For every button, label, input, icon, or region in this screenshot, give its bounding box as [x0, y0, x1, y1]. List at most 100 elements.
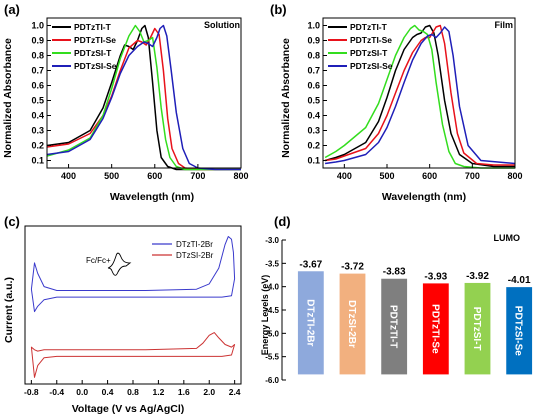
y-tick-label-b-3: 0.4: [307, 111, 320, 121]
bar-value-label-3: -3.93: [424, 271, 447, 282]
y-tick-label-d-2: -4.0: [265, 283, 279, 292]
panel-d-energy-levels: (d) LUMO Energy Levels (eV) -3.0 -3.5 -4.0…: [260, 214, 533, 385]
bar-category-label-0: DTzTI-2Br: [304, 299, 315, 346]
x-tick-label-a-2: 600: [147, 171, 162, 181]
y-tick-label-b-8: 0.9: [307, 36, 320, 46]
y-tick-label-d-5: -5.5: [265, 353, 279, 362]
bar-value-label-2: -3.83: [383, 267, 406, 278]
annotation-solution: Solution: [204, 20, 240, 30]
bar-0: [297, 271, 324, 375]
y-tick-label-d-4: -5.0: [265, 329, 279, 338]
bar-value-label-1: -3.72: [341, 262, 364, 273]
panel-label-d: (d): [274, 214, 291, 229]
y-tick-label-d-6: -6.0: [265, 376, 279, 385]
y-axis-label-a: Normalized Absorbance: [2, 38, 14, 158]
legend-label-b-2: PDTzSI-T: [350, 48, 388, 58]
x-tick-label-c-5: 1.2: [152, 387, 164, 397]
y-tick-label-a-0: 0.1: [31, 156, 44, 166]
x-tick-label-a-4: 800: [233, 171, 248, 181]
x-axis-label-c: Voltage (V vs Ag/AgCl): [72, 403, 185, 415]
y-axis-label-c: Current (a.u.): [3, 277, 15, 343]
legend-label-c-0: DTzTI-2Br: [176, 240, 213, 249]
y-tick-label-b-7: 0.8: [307, 51, 320, 61]
legend-label-a-0: PDTzTI-T: [74, 22, 112, 32]
bar-category-label-3: PDTzTI-Se: [429, 304, 440, 354]
x-tick-label-c-8: 2.4: [229, 387, 241, 397]
bar-category-label-5: PDTzSI-Se: [513, 306, 524, 356]
y-tick-label-a-6: 0.7: [31, 66, 44, 76]
x-tick-label-b-0: 400: [337, 171, 352, 181]
cv-curve-0: [30, 236, 236, 313]
panel-label-a: (a): [4, 2, 20, 17]
legend-label-a-1: PDTzTI-Se: [74, 35, 116, 45]
inset-fc-curve: [107, 252, 132, 276]
x-tick-label-b-1: 500: [379, 171, 394, 181]
plot-frame-b: [322, 17, 516, 169]
annotation-lumo: LUMO: [494, 233, 521, 243]
y-tick-label-a-1: 0.2: [31, 141, 44, 151]
x-axis-label-a: Wavelength (nm): [110, 191, 194, 203]
x-tick-label-b-3: 700: [465, 171, 480, 181]
bar-category-label-2: PDTzTI-T: [388, 305, 399, 348]
y-tick-label-d-3: -4.5: [265, 306, 279, 315]
y-tick-label-b-0: 0.1: [307, 156, 320, 166]
bar-3: [422, 283, 449, 375]
y-tick-label-b-9: 1.0: [307, 21, 320, 31]
y-tick-label-d-1: -3.5: [265, 259, 279, 268]
panel-label-c: (c): [4, 214, 20, 229]
bar-value-label-4: -3.92: [466, 271, 489, 282]
series-line-b-2: [324, 24, 515, 169]
legend-label-b-0: PDTzTI-T: [350, 22, 388, 32]
bar-value-label-5: -4.01: [508, 275, 531, 286]
plot-frame-a: [46, 17, 242, 169]
panel-a-absorption-solution: (a) Solution Wavelength (nm) Normalized …: [2, 2, 249, 203]
y-tick-label-b-2: 0.3: [307, 126, 320, 136]
x-tick-label-b-2: 600: [422, 171, 437, 181]
x-tick-label-b-4: 800: [507, 171, 522, 181]
panel-label-b: (b): [270, 2, 287, 17]
x-tick-label-c-2: 0.0: [76, 387, 88, 397]
x-tick-label-c-7: 2.0: [203, 387, 215, 397]
inset-label-fc: Fc/Fc+: [86, 256, 111, 265]
y-axis-label-b: Normalized Absorbance: [280, 38, 292, 158]
panel-c-cyclic-voltammetry: (c) Voltage (V vs Ag/AgCl) Current (a.u.…: [3, 214, 242, 415]
series-line-b-0: [324, 24, 515, 168]
x-tick-label-a-1: 500: [104, 171, 119, 181]
y-tick-label-b-4: 0.5: [307, 96, 320, 106]
y-tick-label-b-6: 0.7: [307, 66, 320, 76]
bar-5: [506, 287, 533, 375]
legend-label-a-2: PDTzSI-T: [74, 48, 112, 58]
y-tick-label-a-3: 0.4: [31, 111, 44, 121]
x-tick-label-c-1: -0.4: [49, 387, 64, 397]
y-tick-label-a-4: 0.5: [31, 96, 44, 106]
series-line-b-3: [324, 26, 516, 165]
x-tick-label-a-0: 400: [61, 171, 76, 181]
y-tick-label-b-5: 0.6: [307, 81, 320, 91]
series-line-a-3: [46, 24, 241, 171]
x-tick-label-a-3: 700: [190, 171, 205, 181]
y-tick-label-d-0: -3.0: [265, 236, 279, 245]
y-tick-label-a-7: 0.8: [31, 51, 44, 61]
y-tick-label-a-2: 0.3: [31, 126, 44, 136]
cv-curve-1: [30, 332, 236, 378]
x-tick-label-c-0: -0.8: [24, 387, 39, 397]
y-tick-label-a-9: 1.0: [31, 21, 44, 31]
x-axis-label-b: Wavelength (nm): [382, 191, 466, 203]
legend-label-b-3: PDTzSI-Se: [350, 61, 393, 71]
x-axis-label-c-text: Voltage (V vs Ag/AgCl): [72, 403, 185, 415]
bar-4: [464, 282, 491, 375]
bar-1: [339, 273, 366, 375]
bar-category-label-1: DTzSI-2Br: [346, 300, 357, 348]
bar-category-label-4: PDTzSI-T: [471, 307, 482, 351]
panel-b-absorption-film: (b) Film Wavelength (nm) Normalized Abso…: [270, 2, 523, 203]
y-tick-label-a-8: 0.9: [31, 36, 44, 46]
series-line-a-1: [46, 27, 241, 171]
x-tick-label-c-3: 0.4: [102, 387, 114, 397]
annotation-film: Film: [494, 20, 513, 30]
plot-frame-c: [24, 225, 242, 385]
y-tick-label-b-1: 0.2: [307, 141, 320, 151]
bar-value-label-0: -3.67: [299, 259, 322, 270]
y-tick-label-a-5: 0.6: [31, 81, 44, 91]
bar-2: [381, 278, 408, 375]
